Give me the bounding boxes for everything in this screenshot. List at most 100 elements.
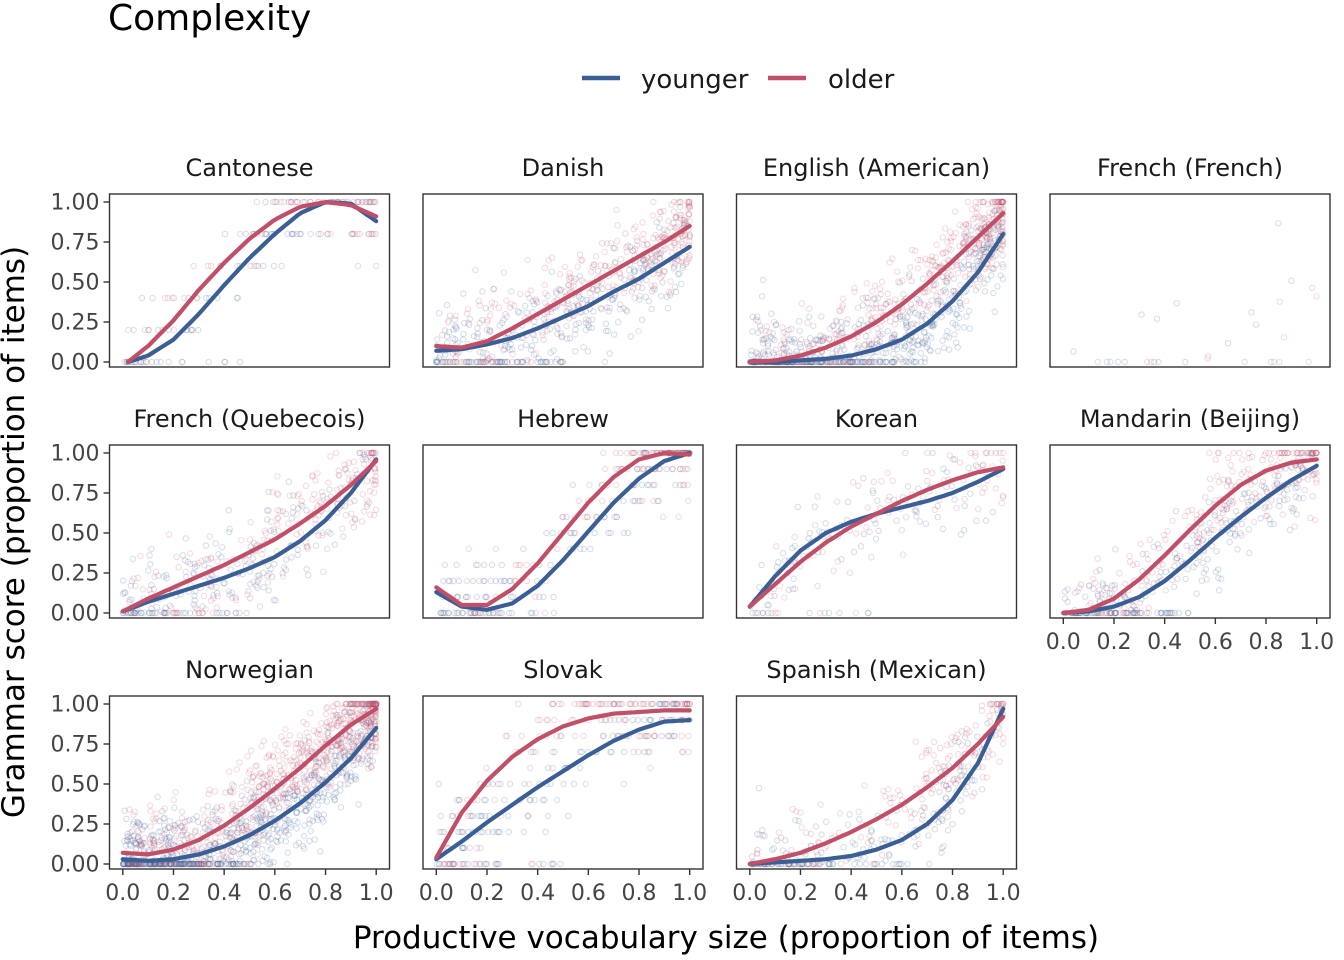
point-older [365,718,373,726]
point-older [899,277,906,285]
point-younger [153,603,161,611]
point-older [360,461,368,468]
point-younger [765,602,772,609]
point-older [325,479,332,486]
point-younger [676,481,684,489]
point-older [440,358,448,366]
point-older [161,294,169,302]
point-younger [259,857,266,865]
point-younger [441,358,449,366]
point-older [980,245,987,253]
point-older [1215,449,1222,457]
point-younger [129,555,137,563]
point-younger [250,841,258,849]
point-younger [222,833,230,840]
point-older [308,745,315,752]
point-younger [270,560,278,568]
point-older [199,806,207,813]
point-older [477,358,485,366]
point-older [484,316,491,324]
point-older [902,513,910,521]
point-younger [546,325,554,333]
point-older [327,751,335,758]
point-younger [221,580,229,587]
point-older [631,700,639,708]
point-younger [554,330,561,338]
point-older [342,731,350,738]
point-younger [902,449,909,457]
point-younger [1103,358,1111,366]
point-older [312,769,319,777]
point-older [990,265,997,273]
point-older [861,358,868,366]
point-older [926,256,933,264]
point-younger [267,859,274,866]
point-older [347,700,354,708]
point-older [896,353,903,361]
point-older [363,702,370,709]
point-older [922,255,929,262]
point-older [206,533,214,540]
point-younger [273,198,280,206]
point-older [650,497,657,505]
point-older [458,860,466,868]
point-younger [331,541,339,548]
point-younger [550,593,557,601]
point-older [1094,590,1101,598]
point-older [199,820,207,827]
point-younger [158,608,165,615]
point-older [582,316,590,323]
point-older [210,594,217,602]
point-younger [312,768,319,776]
point-younger [163,836,171,843]
point-older [170,294,178,302]
point-younger [200,858,207,865]
point-older [879,330,886,338]
point-younger [532,336,539,344]
point-older [347,700,355,708]
point-older [193,562,201,570]
point-younger [934,347,942,355]
point-older [1105,609,1113,617]
point-younger [265,838,272,845]
point-younger [790,575,797,583]
point-younger [220,579,227,587]
point-younger [892,315,900,323]
point-older [819,333,827,340]
point-older [566,270,574,277]
point-older [350,743,357,750]
point-older [781,340,788,348]
point-older [367,449,375,457]
point-younger [482,305,489,312]
point-younger [188,326,195,334]
point-older [359,700,367,708]
point-younger [205,358,212,366]
point-older [649,481,657,489]
point-older [125,326,132,334]
point-older [347,729,354,736]
point-older [602,262,609,270]
point-older [983,233,990,240]
point-older [438,331,446,339]
point-older [307,709,314,717]
point-younger [1098,591,1105,598]
point-older [204,262,212,270]
point-younger [875,527,882,535]
point-older [1198,509,1205,516]
point-younger [1227,497,1235,505]
point-younger [992,252,999,259]
point-younger [509,358,516,366]
point-older [947,246,955,254]
point-older [292,745,299,752]
point-younger [242,843,249,851]
point-older [992,207,1000,214]
point-older [315,754,322,762]
point-younger [570,529,578,537]
point-older [342,708,349,716]
point-older [561,263,569,271]
point-older [667,278,674,285]
point-older [1121,593,1128,601]
point-older [250,794,258,802]
point-older [211,834,219,841]
point-younger [294,198,301,206]
